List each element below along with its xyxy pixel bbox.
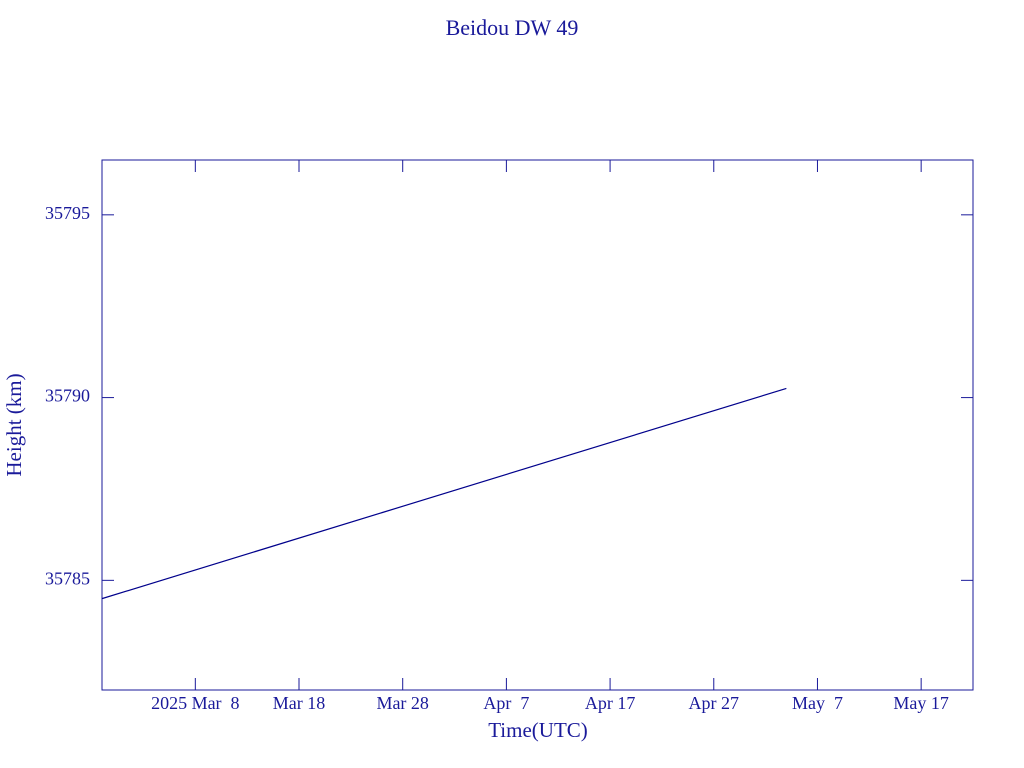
x-tick-label: Apr 27 — [689, 693, 740, 713]
x-tick-label: Mar 18 — [273, 693, 326, 713]
y-tick-label: 35795 — [45, 203, 90, 223]
x-tick-label: Apr 7 — [483, 693, 529, 713]
plot-frame — [101, 159, 974, 691]
x-tick-label: May 17 — [893, 693, 949, 713]
y-tick-label: 35790 — [45, 386, 90, 406]
x-tick-label: May 7 — [792, 693, 843, 713]
y-tick-label: 35785 — [45, 568, 90, 588]
data-line — [101, 387, 787, 600]
x-tick-label: Mar 28 — [376, 693, 429, 713]
chart-title: Beidou DW 49 — [446, 15, 579, 40]
y-axis-label: Height (km) — [2, 373, 26, 476]
x-axis-label: Time(UTC) — [488, 718, 588, 742]
x-tick-label: 2025 Mar 8 — [151, 693, 240, 713]
x-tick-label: Apr 17 — [585, 693, 636, 713]
